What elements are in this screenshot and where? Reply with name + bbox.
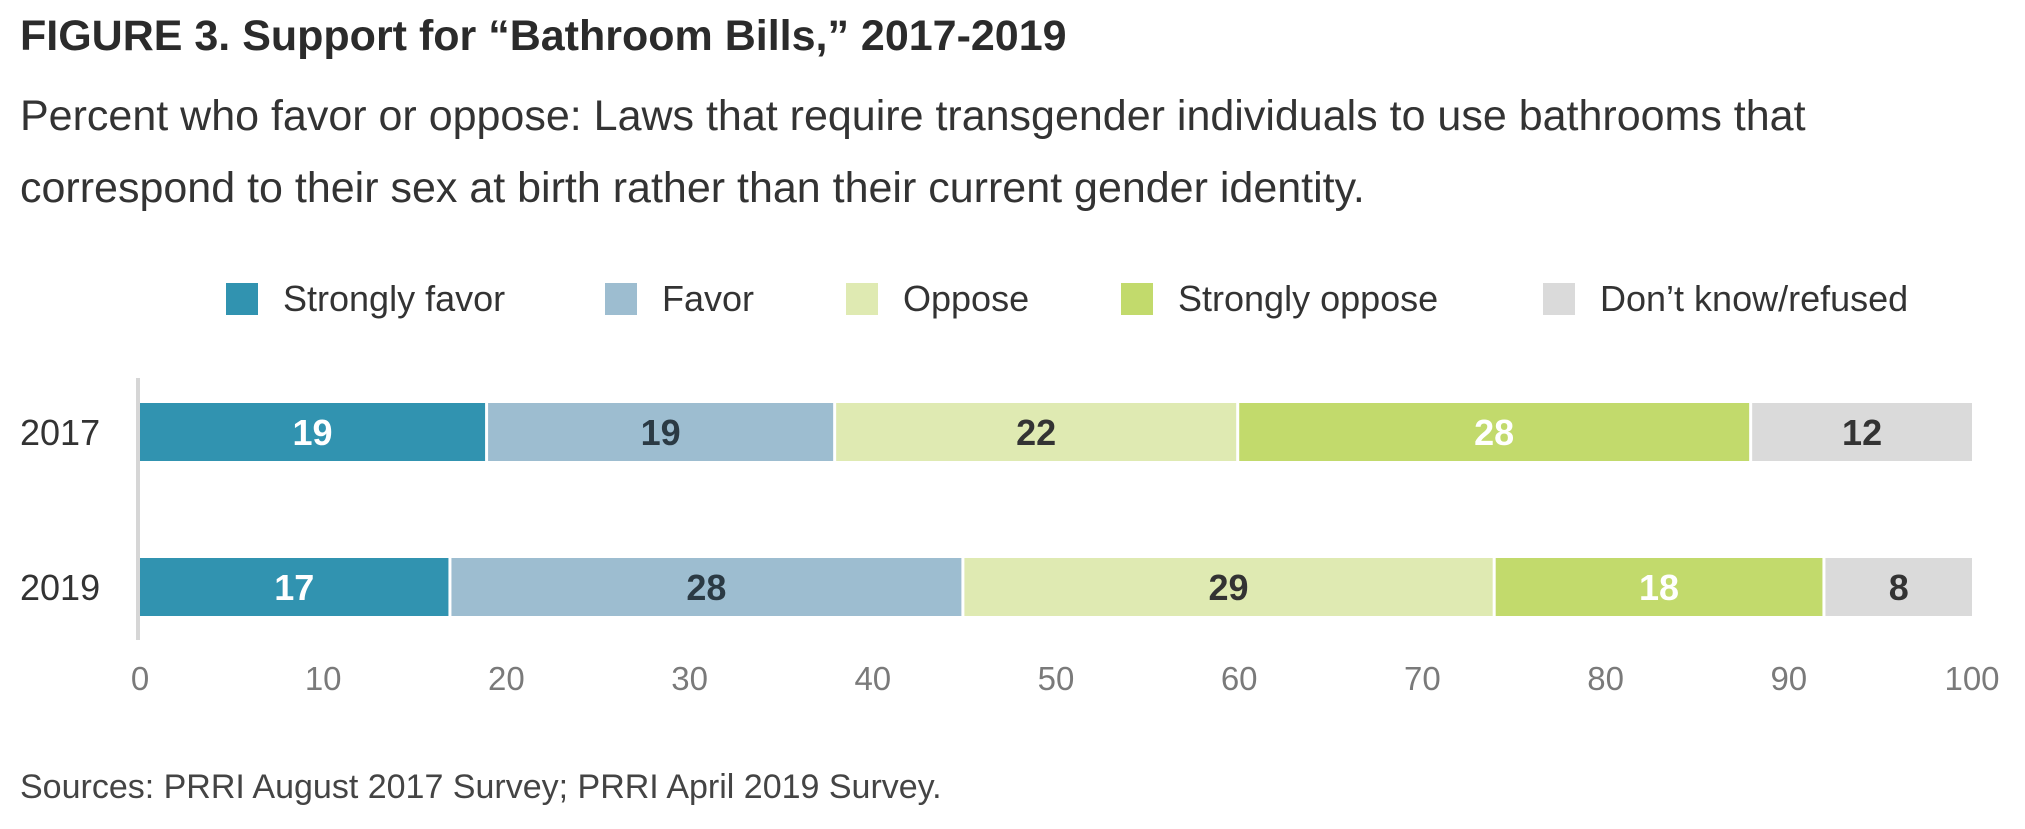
bar-2019-don-t-know-refused bbox=[1825, 558, 1972, 616]
data-label-2019-don-t-know-refused: 8 bbox=[1889, 567, 1909, 608]
legend-swatch-oppose bbox=[846, 283, 878, 315]
x-tick-label-40: 40 bbox=[854, 660, 891, 697]
x-tick-label-100: 100 bbox=[1944, 660, 1999, 697]
legend-label-strongly-oppose: Strongly oppose bbox=[1178, 278, 1438, 319]
bars: 2017 19 19 22 28 12 2019 17 28 29 18 8 bbox=[20, 403, 1972, 616]
bar-2017-strongly-favor bbox=[140, 403, 486, 461]
data-label-2017-strongly-oppose: 28 bbox=[1474, 412, 1514, 453]
bar-2019-strongly-oppose bbox=[1495, 558, 1823, 616]
x-tick-label-70: 70 bbox=[1404, 660, 1441, 697]
chart-title: FIGURE 3. Support for “Bathroom Bills,” … bbox=[20, 12, 1067, 60]
data-label-2017-don-t-know-refused: 12 bbox=[1842, 412, 1882, 453]
category-label-2019: 2019 bbox=[20, 567, 100, 608]
bar-2019-favor bbox=[451, 558, 962, 616]
legend-label-don-t-know-refused: Don’t know/refused bbox=[1600, 278, 1908, 319]
x-tick-label-90: 90 bbox=[1770, 660, 1807, 697]
x-tick-label-20: 20 bbox=[488, 660, 525, 697]
legend-swatch-don-t-know-refused bbox=[1543, 283, 1575, 315]
legend-swatch-favor bbox=[605, 283, 637, 315]
data-label-2017-oppose: 22 bbox=[1016, 412, 1056, 453]
data-label-2019-favor: 28 bbox=[686, 567, 726, 608]
bar-2019-oppose bbox=[964, 558, 1493, 616]
data-label-2017-strongly-favor: 19 bbox=[293, 412, 333, 453]
legend-label-favor: Favor bbox=[662, 278, 754, 319]
legend-label-oppose: Oppose bbox=[903, 278, 1029, 319]
x-tick-label-60: 60 bbox=[1221, 660, 1258, 697]
bar-2017-oppose bbox=[836, 403, 1237, 461]
x-tick-label-10: 10 bbox=[305, 660, 342, 697]
source-note: Sources: PRRI August 2017 Survey; PRRI A… bbox=[20, 768, 942, 806]
bar-2019-strongly-favor bbox=[140, 558, 449, 616]
x-axis: 0 10 20 30 40 50 60 70 80 90 100 bbox=[131, 378, 2000, 697]
data-label-2017-favor: 19 bbox=[641, 412, 681, 453]
legend-label-strongly-favor: Strongly favor bbox=[283, 278, 505, 319]
data-label-2019-oppose: 29 bbox=[1209, 567, 1249, 608]
x-tick-label-30: 30 bbox=[671, 660, 708, 697]
bar-2017-don-t-know-refused bbox=[1752, 403, 1972, 461]
chart-subtitle: Percent who favor or oppose: Laws that r… bbox=[20, 92, 1806, 212]
data-label-2019-strongly-favor: 17 bbox=[274, 567, 314, 608]
legend-swatch-strongly-favor bbox=[226, 283, 258, 315]
legend-swatch-strongly-oppose bbox=[1121, 283, 1153, 315]
x-tick-label-50: 50 bbox=[1038, 660, 1075, 697]
bar-2017-strongly-oppose bbox=[1239, 403, 1750, 461]
x-tick-label-0: 0 bbox=[131, 660, 149, 697]
category-label-2017: 2017 bbox=[20, 412, 100, 453]
x-tick-label-80: 80 bbox=[1587, 660, 1624, 697]
data-label-2019-strongly-oppose: 18 bbox=[1639, 567, 1679, 608]
legend: Strongly favor Favor Oppose Strongly oppose… bbox=[226, 278, 1908, 319]
bar-2017-favor bbox=[488, 403, 834, 461]
